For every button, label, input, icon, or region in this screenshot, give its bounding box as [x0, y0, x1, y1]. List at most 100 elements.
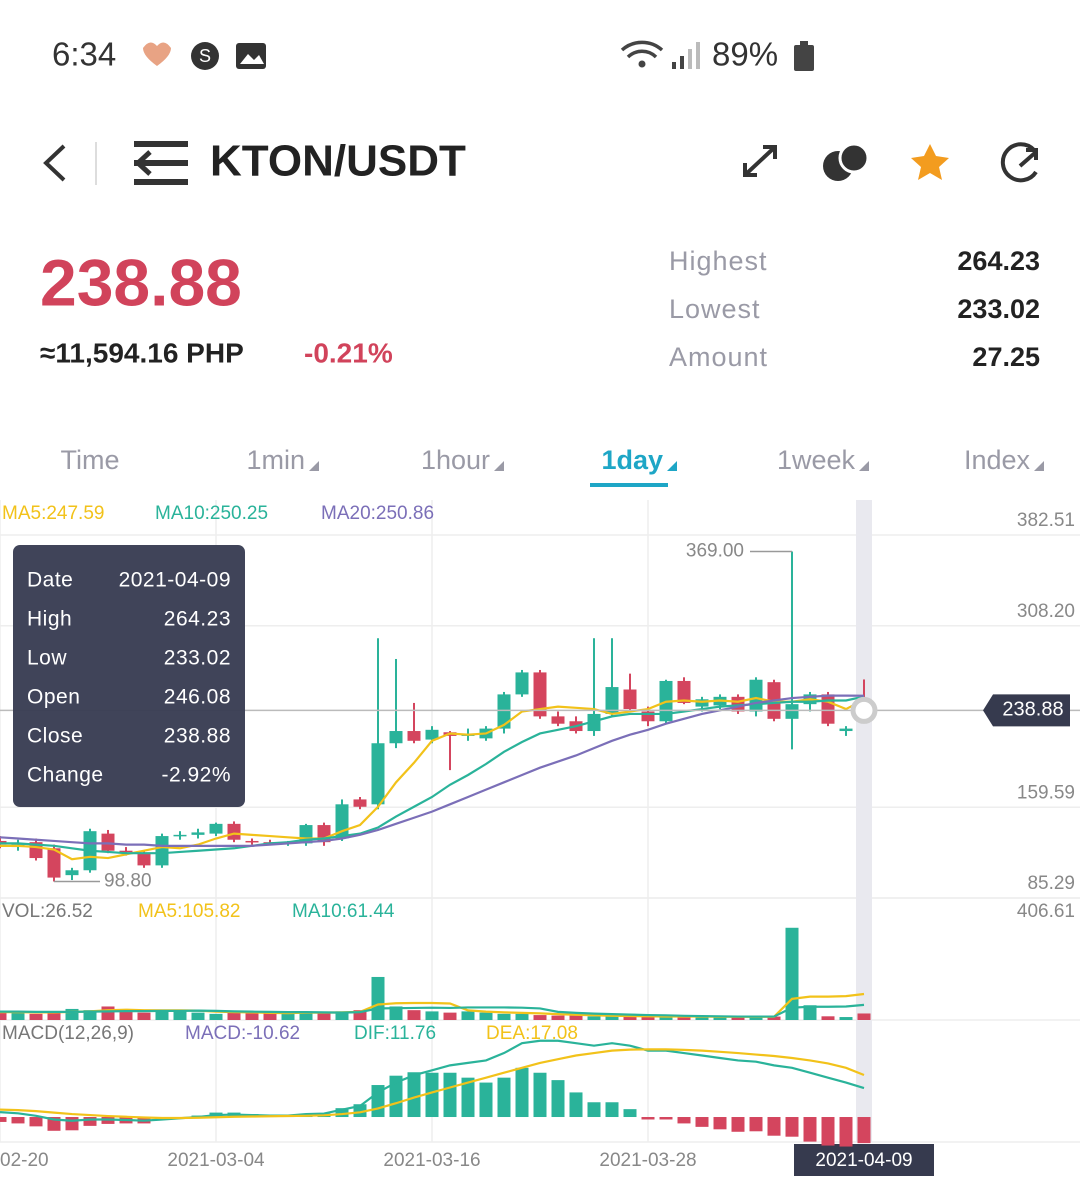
interval-tab[interactable]: 1week [777, 445, 856, 475]
candle-body [587, 713, 601, 732]
macd-bar [425, 1072, 439, 1118]
back-button[interactable] [43, 144, 66, 182]
candle-body [623, 689, 637, 710]
candle-body [515, 672, 529, 695]
compare-button[interactable] [823, 142, 870, 181]
macd-bar [605, 1102, 619, 1118]
tab-arrow [1034, 461, 1044, 471]
macd-bar [839, 1117, 853, 1147]
candle-body [65, 870, 79, 876]
candle-body [137, 853, 151, 866]
x-tick-label: 2021-03-16 [383, 1150, 480, 1171]
interval-tab[interactable]: Index [964, 445, 1031, 475]
volume-bar [857, 1013, 871, 1020]
macd-bar [551, 1080, 565, 1118]
tab-arrow [309, 461, 319, 471]
volume-bar [695, 1016, 709, 1020]
tooltip-value: 246.08 [164, 686, 231, 709]
volume-bar [479, 1012, 493, 1020]
candle-body [209, 823, 223, 834]
macd-bar [857, 1117, 871, 1144]
menu-button[interactable] [134, 141, 188, 185]
y-tick-label: 85.29 [1027, 873, 1075, 894]
x-tick-label: 2021-03-28 [599, 1150, 696, 1171]
macd-bar [785, 1117, 799, 1137]
tooltip-value: 2021-04-09 [119, 569, 231, 592]
tooltip-value: 238.88 [164, 725, 231, 748]
macd-bar [569, 1092, 583, 1118]
status-time: 6:34 [52, 36, 116, 73]
tab-arrow [667, 461, 677, 471]
stats: Highest 264.23 Lowest 233.02 Amount 27.25 [669, 246, 1040, 372]
macd-bar [623, 1109, 637, 1118]
fullscreen-button[interactable] [743, 145, 777, 177]
volume-bar [515, 1013, 529, 1020]
macd-bar [497, 1077, 511, 1118]
macd-bar [407, 1072, 421, 1118]
stat-value: 264.23 [957, 246, 1040, 276]
stat-label: Lowest [669, 294, 761, 324]
stat-value: 27.25 [972, 342, 1040, 372]
volume-bar [137, 1012, 151, 1020]
volume-bar [29, 1013, 43, 1020]
legend-entry: MACD:-10.62 [185, 1023, 300, 1044]
stat-label: Highest [669, 246, 768, 276]
extreme-label: 369.00 [686, 541, 744, 562]
macd-bar [0, 1117, 7, 1122]
macd-bar [767, 1117, 781, 1136]
tooltip-label: Date [27, 569, 73, 592]
selected-date-box [794, 1144, 934, 1176]
tab-underline [590, 483, 668, 487]
volume-bar [155, 1011, 169, 1020]
legend-entry: MA5:105.82 [138, 901, 240, 922]
volume-bar [281, 1013, 295, 1020]
share-button[interactable] [1000, 142, 1038, 183]
volume-bar [587, 1016, 601, 1020]
candle-body [353, 799, 367, 807]
candle-body [605, 687, 619, 714]
line-series [0, 1003, 865, 1018]
candle-body [695, 699, 709, 707]
y-tick-label: 406.61 [1017, 901, 1075, 922]
x-tick-label: 2021-02-20 [0, 1150, 49, 1171]
last-price: 238.88 [40, 245, 242, 319]
candle-body [101, 833, 115, 851]
volume-bar [641, 1016, 655, 1020]
interval-tab[interactable]: 1min [246, 445, 305, 475]
volume-bar [389, 1006, 403, 1020]
volume-bar [569, 1015, 583, 1020]
interval-tab[interactable]: Time [61, 445, 120, 475]
price-change: -0.21% [304, 337, 393, 368]
macd-bar [713, 1117, 727, 1130]
favorite-button[interactable] [911, 144, 949, 180]
interval-tab[interactable]: 1day [601, 445, 663, 475]
volume-bar [11, 1012, 25, 1020]
volume-bar [731, 1016, 745, 1020]
tooltip: Date 2021-04-09 High 264.23 Low 233.02 Open 246… [13, 545, 245, 807]
candle-body [821, 694, 835, 724]
volume-bar [443, 1012, 457, 1020]
macd-bar [515, 1067, 529, 1118]
candle-body [371, 743, 385, 805]
volume-bar [65, 1008, 79, 1020]
macd-bar [695, 1117, 709, 1127]
candle-body [227, 823, 241, 840]
candle-body [245, 840, 259, 843]
interval-tab[interactable]: 1hour [421, 445, 490, 475]
legend-entry: MA5:247.59 [2, 503, 104, 524]
tooltip-label: High [27, 608, 72, 631]
tooltip-label: Close [27, 725, 83, 748]
fiat-price: ≈11,594.16 PHP [40, 337, 244, 368]
y-tick-label: 159.59 [1017, 782, 1075, 803]
volume-bar [47, 1011, 61, 1020]
macd-bar [389, 1075, 403, 1118]
candle-body [839, 728, 853, 732]
candle-body [677, 680, 691, 703]
tooltip-label: Low [27, 647, 67, 670]
macd-bar [461, 1077, 475, 1118]
status-icons: S [143, 40, 814, 71]
macd-bar [83, 1117, 97, 1126]
macd-bar [335, 1108, 349, 1118]
macd-bar [65, 1117, 79, 1131]
volume-bar [173, 1010, 187, 1020]
